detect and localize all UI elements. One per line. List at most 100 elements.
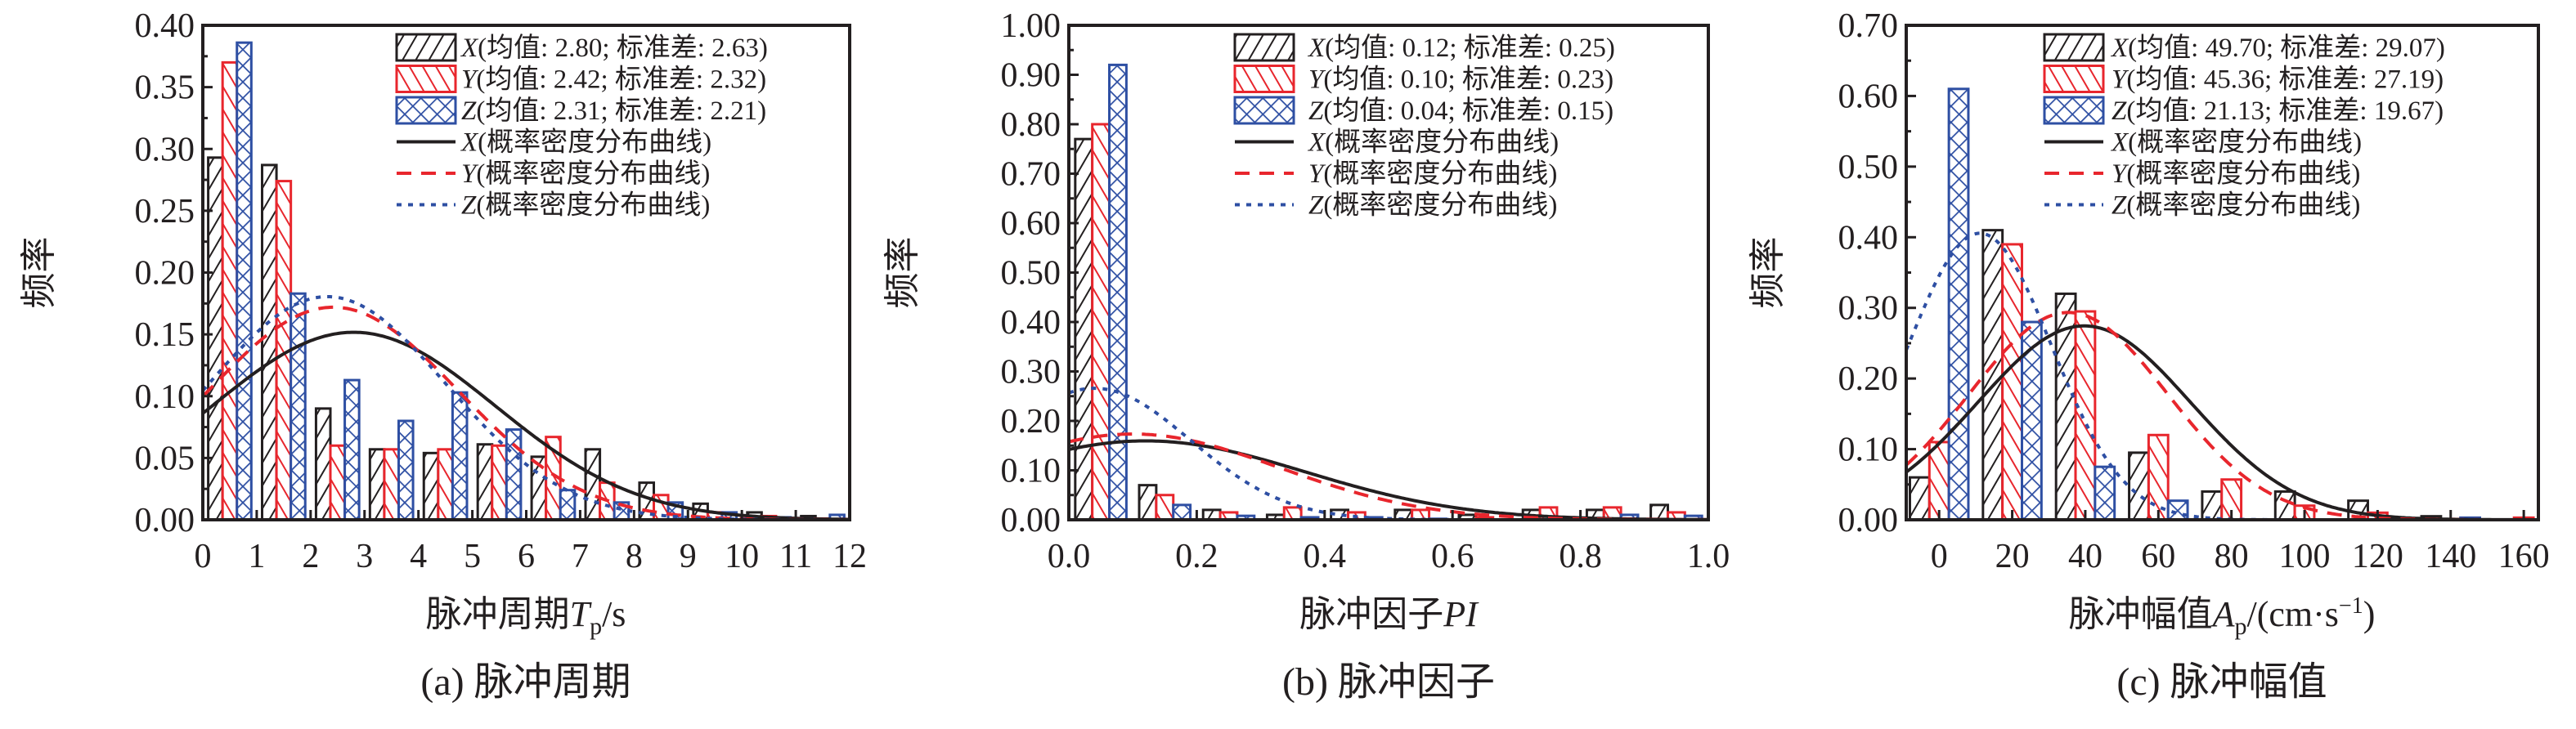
legend-entry-Z: Z(均值: 0.04; 标准差: 0.15) [1308, 96, 1613, 126]
x-tick-label: 1.0 [1687, 538, 1730, 575]
bar-Z-3 [2166, 499, 2189, 520]
bar-Y-3 [1282, 506, 1303, 520]
legend-swatch-Z [1233, 96, 1295, 125]
bar-X-7 [584, 448, 602, 520]
legend-series-stats: (均值: 0.04; 标准差: 0.15) [1323, 96, 1613, 126]
bar-X-1 [261, 163, 278, 520]
legend-curve-label: (概率密度分布曲线) [1323, 190, 1557, 221]
legend-entry-curve-Y: Y(概率密度分布曲线) [1308, 159, 1557, 189]
x-axis-label-var: PI [1443, 594, 1479, 634]
legend-series-stats: (均值: 0.12; 标准差: 0.25) [1325, 33, 1615, 63]
chart-panel-2: 0.00 0.10 0.20 0.30 0.40 0.50 0.60 0.70 0 20 40 60 8… [1748, 7, 2550, 704]
legend-entry-curve-Z: Z(概率密度分布曲线) [461, 190, 710, 221]
y-tick-label: 0.20 [1838, 360, 1899, 398]
x-tick-label: 0.6 [1431, 538, 1474, 575]
y-tick-label: 0.25 [135, 193, 195, 230]
bar-Z-11 [828, 513, 846, 520]
x-axis-label-suffix: /s [602, 594, 626, 634]
legend-curve-name: Y [461, 159, 479, 189]
legend-entry-curve-Y: Y(概率密度分布曲线) [461, 159, 710, 189]
panel-caption: (c) 脉冲幅值 [2116, 660, 2327, 704]
bar-Y-1 [2001, 243, 2023, 520]
x-axis-label-end: ) [2363, 594, 2376, 634]
legend-entry-Z: Z(均值: 21.13; 标准差: 19.67) [2112, 96, 2444, 126]
legend-series-name: X [460, 34, 479, 63]
bar-X-1 [1138, 484, 1158, 520]
bar-Z-1 [2020, 320, 2043, 520]
legend-swatch-Y [2043, 65, 2105, 93]
x-tick-label: 60 [2141, 538, 2175, 575]
y-tick-label: 0.10 [1001, 453, 1061, 490]
x-tick-label: 3 [356, 538, 373, 575]
bar-X-9 [1649, 503, 1669, 520]
x-tick-label: 120 [2352, 538, 2403, 575]
y-tick-label: 0.05 [135, 440, 195, 477]
bar-Z-2 [2094, 465, 2116, 520]
y-tick-label: 0.00 [1001, 502, 1061, 539]
y-tick-label: 0.30 [1838, 290, 1899, 328]
y-tick-label: 0.35 [135, 69, 195, 107]
bar-Z-2 [343, 378, 361, 520]
legend-entry-curve-X: X(概率密度分布曲线) [1307, 127, 1559, 158]
x-axis-label-var: T [570, 594, 593, 634]
y-tick-label: 0.70 [1838, 7, 1899, 45]
x-tick-label: 0.4 [1304, 538, 1347, 575]
bar-Z-3 [397, 419, 415, 520]
legend-curve-label: (概率密度分布曲线) [476, 190, 710, 221]
x-tick-label: 100 [2279, 538, 2331, 575]
y-tick-label: 0.60 [1838, 78, 1899, 115]
legend-curve-name: Z [1308, 191, 1324, 221]
bar-X-1 [1981, 229, 2004, 520]
y-tick-label: 0.70 [1001, 156, 1061, 194]
legend-entry-curve-X: X(概率密度分布曲线) [460, 127, 711, 158]
panel-caption: (a) 脉冲周期 [420, 660, 631, 704]
y-tick-label: 0.00 [135, 502, 195, 539]
x-tick-label: 1 [248, 538, 265, 575]
legend-series-stats: (均值: 49.70; 标准差: 29.07) [2128, 33, 2445, 63]
bar-Y-0 [1928, 441, 1950, 520]
legend-curve-label: (概率密度分布曲线) [1323, 159, 1557, 189]
x-axis-label-prefix: 脉冲幅值 [2069, 594, 2213, 634]
bar-X-4 [2201, 490, 2224, 520]
y-tick-label: 0.15 [135, 316, 195, 354]
legend-curve-label: (概率密度分布曲线) [476, 159, 710, 189]
x-axis-label-sup: −1 [2339, 593, 2363, 619]
legend-series-name: Y [1308, 65, 1326, 95]
y-axis-label: 频率 [882, 237, 922, 309]
x-axis-label: 脉冲幅值Ap/(cm·s−1) [2069, 593, 2376, 640]
bar-Z-0 [1108, 63, 1128, 520]
legend-entry-Z: Z(均值: 2.31; 标准差: 2.21) [461, 96, 766, 126]
bar-X-0 [1074, 137, 1094, 520]
bar-X-3 [2128, 451, 2150, 520]
y-tick-label: 0.40 [135, 7, 195, 45]
legend-swatch-Z [395, 96, 457, 125]
y-axis-label: 频率 [19, 237, 59, 309]
legend-swatch-X [1233, 33, 1295, 62]
legend-series-stats: (均值: 2.31; 标准差: 2.21) [476, 96, 766, 126]
legend-series-name: Z [1308, 96, 1324, 126]
legend-series-stats: (均值: 2.42; 标准差: 2.32) [476, 65, 766, 95]
x-tick-label: 0.2 [1175, 538, 1218, 575]
x-tick-label: 8 [626, 538, 643, 575]
x-tick-label: 40 [2068, 538, 2103, 575]
y-tick-label: 0.60 [1001, 205, 1061, 243]
y-tick-label: 0.30 [135, 131, 195, 168]
legend-curve-name: Y [2112, 159, 2129, 189]
x-tick-label: 80 [2215, 538, 2249, 575]
y-tick-label: 1.00 [1001, 7, 1061, 45]
x-tick-label: 7 [572, 538, 589, 575]
bar-Y-0 [221, 60, 239, 520]
legend-curve-name: X [1307, 128, 1326, 158]
x-axis-label-suffix: /(cm·s [2247, 594, 2339, 634]
x-axis-label-sub: p [590, 613, 602, 640]
y-tick-label: 0.80 [1001, 106, 1061, 144]
legend-curve-label: (概率密度分布曲线) [2126, 159, 2360, 189]
x-tick-label: 160 [2498, 538, 2550, 575]
legend-swatch-Y [395, 65, 457, 93]
bar-X-3 [368, 448, 386, 520]
legend-series-stats: (均值: 45.36; 标准差: 27.19) [2126, 65, 2444, 95]
legend-entry-X: X(均值: 49.70; 标准差: 29.07) [2110, 33, 2445, 63]
panel-caption: (b) 脉冲因子 [1282, 660, 1495, 704]
bar-Y-1 [1155, 494, 1175, 520]
y-axis-label: 频率 [1748, 237, 1788, 309]
